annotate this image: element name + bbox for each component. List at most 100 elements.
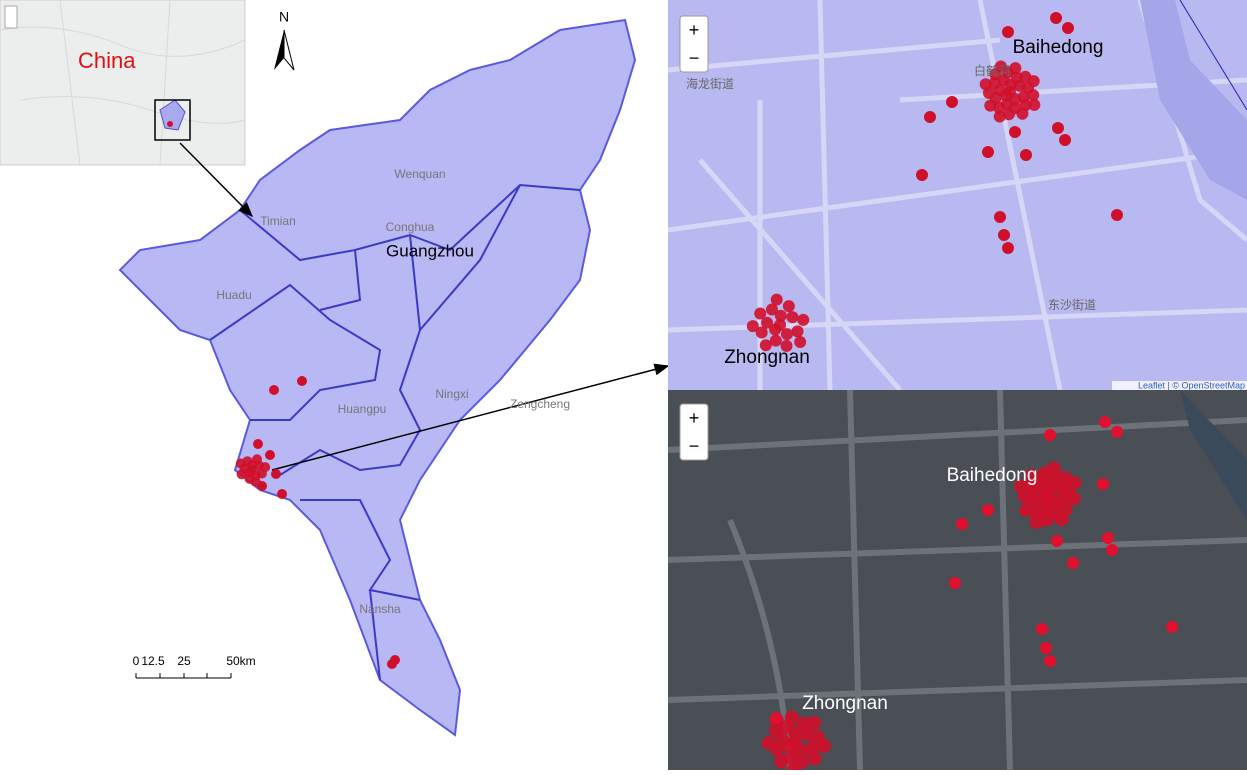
marker [807,715,822,730]
place-label: Baihedong [947,465,1038,486]
marker [387,659,397,669]
marker [755,326,768,339]
zoom-in[interactable]: + [689,20,700,40]
marker [1059,134,1071,146]
marker [265,450,275,460]
marker [817,738,832,753]
marker [994,211,1006,223]
district-borders [209,183,581,681]
marker [807,751,822,766]
marker [1062,22,1074,34]
marker [1050,12,1062,24]
marker [271,469,281,479]
marker [797,313,810,326]
inset-label: China [78,48,136,73]
marker [1019,503,1034,518]
marker [754,307,767,320]
marker [235,458,246,469]
attribution: Leaflet | © OpenStreetMap [1138,380,1245,390]
marker [784,710,799,725]
marker [774,754,789,769]
marker [1029,515,1044,530]
district-label: Wenquan [394,167,445,181]
district-label: Nansha [359,602,401,616]
zoom-out[interactable]: − [689,48,700,68]
place-label: Zhongnan [724,347,810,368]
marker [765,303,778,316]
marker [984,99,997,112]
marker [1027,75,1040,88]
marker [1067,557,1079,569]
marker [759,339,772,352]
marker [1002,242,1014,254]
scale-label: 12.5 [141,654,165,668]
place-label: Baihedong [1013,37,1104,58]
streets [667,0,1247,392]
marker [257,481,267,491]
marker [1044,655,1056,667]
street-label: 白鹤洞 [974,63,1010,78]
marker [1067,475,1082,490]
district-label: Ningxi [435,387,468,401]
map-title: Guangzhou [386,241,474,260]
marker [1009,126,1021,138]
marker [916,169,928,181]
marker [780,339,793,352]
zoom-control[interactable] [679,403,709,461]
street-label: 东沙街道 [1048,298,1096,312]
marker [982,146,994,158]
marker [768,723,783,738]
marker [1097,478,1109,490]
marker [297,376,307,386]
marker [1102,532,1114,544]
marker [252,454,263,465]
zoom-in[interactable]: + [689,408,700,428]
marker [946,96,958,108]
marker [1040,642,1052,654]
marker [1036,623,1048,635]
arrow [271,363,670,471]
marker [1051,535,1063,547]
marker [746,320,759,333]
marker [1028,98,1041,111]
marker [794,336,807,349]
marker [269,385,279,395]
inset-zoom[interactable] [4,5,18,29]
marker [770,293,783,306]
marker [780,328,793,341]
marker [1009,62,1022,75]
marker [994,60,1007,73]
marker [979,78,992,91]
marker [1002,26,1014,38]
marker [988,77,1001,90]
marker [1046,461,1061,476]
marker [796,716,811,731]
place-label: Zhongnan [802,693,888,714]
marker [1027,89,1040,102]
marker [786,311,799,324]
marker [949,577,961,589]
marker [277,489,287,499]
marker [761,736,776,751]
zoom-out[interactable]: − [689,436,700,456]
arrow [179,142,254,218]
marker [993,110,1006,123]
district-label: Timian [260,214,296,228]
marker [791,325,804,338]
marker [1044,429,1056,441]
marker [1066,491,1081,506]
marker [260,462,271,473]
scale-label: 0 [133,654,140,668]
district-label: Huadu [216,288,251,302]
marker [769,323,782,336]
compass-label: N [279,9,289,25]
scale-bar [135,673,232,679]
marker [1106,544,1118,556]
district-label: Conghua [386,220,435,234]
zoom-control[interactable] [679,15,709,73]
marker [1016,107,1029,120]
inset-borders [0,0,246,166]
street-label: 海龙街道 [686,76,734,91]
marker [761,316,774,329]
marker [1014,479,1029,494]
